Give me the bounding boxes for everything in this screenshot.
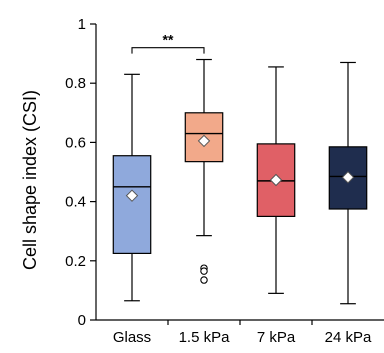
y-axis-title: Cell shape index (CSI) [20,90,40,270]
bracket-line [131,47,205,54]
box-group [112,73,152,302]
box-group [256,66,296,294]
outlier-point [200,267,208,275]
x-category-label: 7 kPa [257,329,296,346]
x-category-label: 24 kPa [325,329,372,346]
outlier-point [200,276,208,284]
y-tick-label: 0 [78,312,86,329]
box-group [184,58,224,284]
box-group [328,61,368,305]
x-category-label: 1.5 kPa [179,329,231,346]
x-category-label: Glass [113,329,151,346]
box-series [112,58,368,305]
x-axis: Glass 1.5 kPa 7 kPa 24 kPa [96,319,384,346]
y-tick-label: 0.6 [65,134,86,151]
y-axis: 0 0.2 0.4 0.6 0.8 1 [65,16,97,329]
significance-bracket: ** [131,32,205,54]
mean-marker [269,173,283,187]
y-tick-label: 0.4 [65,194,86,211]
box-body [112,155,152,255]
mean-marker [125,189,139,202]
mean-marker [197,134,211,148]
y-tick-label: 1 [78,16,86,33]
significance-annotations: ** [131,32,205,54]
mean-marker [341,171,355,184]
y-tick-label: 0.8 [65,75,86,92]
y-tick-label: 0.2 [65,253,86,270]
significance-label: ** [163,32,174,48]
